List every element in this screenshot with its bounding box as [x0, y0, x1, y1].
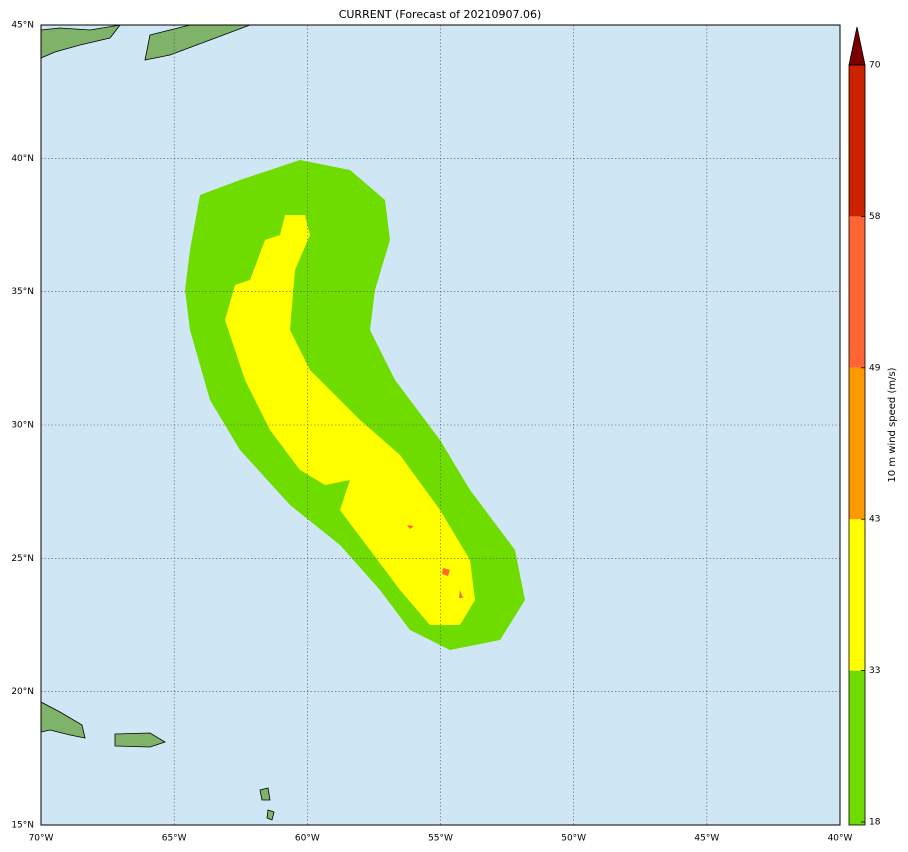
colorbar-tick-label: 49	[869, 363, 881, 373]
lat-tick-label: 15°N	[11, 821, 34, 831]
land	[40, 24, 121, 59]
land	[40, 701, 86, 739]
colorbar-segment	[849, 670, 865, 825]
colorbar-tick-label: 70	[869, 61, 881, 71]
colorbar-segment	[849, 65, 865, 217]
lon-tick-label: 45°W	[694, 834, 719, 844]
colorbar: 18 33 43 49 58 70	[848, 26, 881, 828]
land	[114, 732, 166, 748]
map-title: CURRENT (Forecast of 20210907.06)	[339, 8, 542, 21]
colorbar-tick-label: 43	[869, 515, 880, 525]
lon-tick-label: 60°W	[295, 834, 320, 844]
colorbar-segment	[849, 216, 865, 368]
lat-tick-label: 20°N	[11, 687, 34, 697]
land	[259, 787, 275, 821]
colorbar-segment	[849, 519, 865, 671]
colorbar-tick-label: 58	[869, 212, 881, 222]
swath-yellow	[225, 215, 475, 625]
map-frame	[40, 24, 841, 826]
colorbar-frame	[848, 64, 866, 826]
lat-tick-label: 30°N	[11, 421, 34, 431]
lon-tick-label: 70°W	[29, 834, 54, 844]
colorbar-label: 10 m wind speed (m/s)	[887, 367, 898, 482]
colorbar-tick-label: 33	[869, 666, 880, 676]
lon-tick-label: 55°W	[428, 834, 453, 844]
lon-tick-label: 50°W	[561, 834, 586, 844]
lat-tick-label: 40°N	[11, 154, 34, 164]
colorbar-segment	[849, 367, 865, 520]
lat-tick-label: 25°N	[11, 554, 34, 564]
colorbar-tick-label: 18	[869, 818, 881, 828]
lon-tick-label: 40°W	[828, 834, 853, 844]
land	[40, 24, 275, 821]
lat-tick-label: 45°N	[11, 21, 34, 31]
lon-tick-label: 65°W	[162, 834, 187, 844]
lat-tick-label: 35°N	[11, 287, 34, 297]
wind-swath	[185, 160, 525, 650]
colorbar-extension	[848, 26, 866, 66]
